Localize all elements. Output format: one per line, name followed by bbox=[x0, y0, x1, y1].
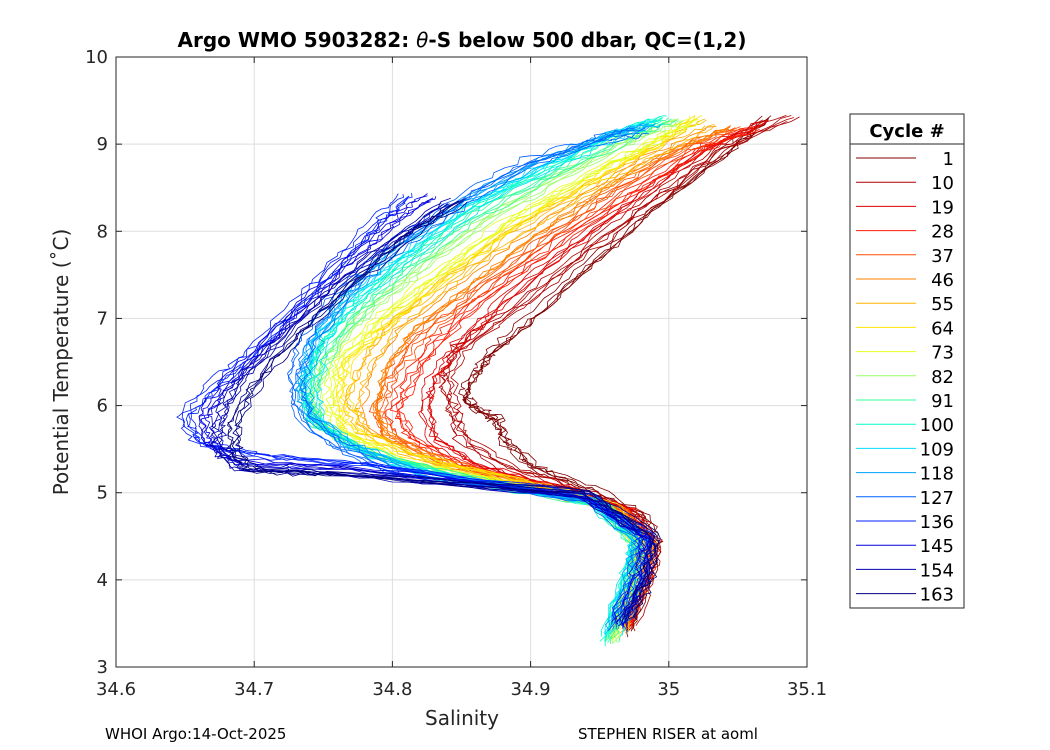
chart-title: Argo WMO 5903282: θ-S below 500 dbar, QC… bbox=[178, 28, 747, 52]
legend-title: Cycle # bbox=[869, 121, 944, 142]
series-line-1 bbox=[462, 119, 769, 632]
x-tick-label: 34.8 bbox=[372, 679, 412, 700]
x-tick-label: 34.7 bbox=[234, 679, 274, 700]
footer-credit: WHOI Argo:14-Oct-2025 bbox=[105, 725, 287, 743]
title-suffix: -S below 500 dbar, QC=(1,2) bbox=[428, 28, 746, 52]
series-line-163 bbox=[226, 200, 654, 619]
series-line-1 bbox=[463, 118, 770, 632]
y-tick-label: 6 bbox=[97, 396, 108, 417]
series-group bbox=[176, 114, 800, 647]
series-line-145 bbox=[203, 197, 653, 627]
y-tick-label: 8 bbox=[97, 221, 108, 242]
legend-label-109: 109 bbox=[920, 439, 954, 460]
title-prefix: Argo WMO 5903282: bbox=[178, 28, 417, 52]
x-axis-label: Salinity bbox=[425, 706, 499, 730]
legend-label-82: 82 bbox=[931, 367, 954, 388]
legend-label-10: 10 bbox=[931, 173, 954, 194]
y-tick-label: 10 bbox=[85, 47, 108, 68]
series-line-127 bbox=[292, 132, 644, 630]
title-theta: θ bbox=[416, 28, 428, 52]
legend-label-28: 28 bbox=[931, 222, 954, 243]
series-line-136 bbox=[190, 192, 654, 625]
legend-label-127: 127 bbox=[920, 488, 954, 509]
series-line-163 bbox=[234, 202, 659, 620]
y-tick-label: 7 bbox=[97, 308, 108, 329]
y-tick-label: 5 bbox=[97, 483, 108, 504]
legend-label-1: 1 bbox=[943, 149, 954, 170]
footer-operator: STEPHEN RISER at aoml bbox=[578, 725, 758, 743]
y-axis-label: Potential Temperature (˚C) bbox=[49, 229, 73, 496]
y-tick-label: 3 bbox=[97, 657, 108, 678]
x-tick-label: 34.6 bbox=[96, 679, 136, 700]
legend-label-154: 154 bbox=[920, 560, 954, 581]
series-line-145 bbox=[200, 198, 651, 628]
legend-label-64: 64 bbox=[931, 318, 954, 339]
legend-label-73: 73 bbox=[931, 343, 954, 364]
legend-label-37: 37 bbox=[931, 246, 954, 267]
legend-label-91: 91 bbox=[931, 391, 954, 412]
legend-label-163: 163 bbox=[920, 585, 954, 606]
legend-box bbox=[849, 113, 965, 609]
x-tick-label: 35.1 bbox=[787, 679, 827, 700]
y-tick-label: 4 bbox=[97, 570, 108, 591]
legend-entries: 1 10 19 28 37 46 55 64 73 82 91 100 109 118 127 136 145 1… bbox=[856, 149, 954, 606]
series-line-145 bbox=[198, 195, 648, 622]
y-tick-label: 9 bbox=[97, 134, 108, 155]
legend-label-118: 118 bbox=[920, 464, 954, 485]
legend-label-46: 46 bbox=[931, 270, 954, 291]
legend-label-19: 19 bbox=[931, 197, 954, 218]
series-163 bbox=[226, 198, 661, 621]
legend-label-145: 145 bbox=[920, 536, 954, 557]
axis-ticks: 34.6 34.7 34.8 34.9 35 35.1 3 4 5 6 7 8 9 10 bbox=[85, 47, 827, 700]
legend-label-55: 55 bbox=[931, 294, 954, 315]
series-line-163 bbox=[231, 200, 657, 621]
series-line-118 bbox=[293, 126, 650, 632]
legend-label-100: 100 bbox=[920, 415, 954, 436]
x-tick-label: 35 bbox=[657, 679, 680, 700]
plot-frame bbox=[115, 56, 808, 668]
series-line-163 bbox=[235, 198, 661, 617]
legend-label-136: 136 bbox=[920, 512, 954, 533]
plot-area bbox=[116, 57, 807, 667]
series-line-136 bbox=[187, 197, 650, 627]
series-line-154 bbox=[217, 203, 656, 628]
series-line-154 bbox=[210, 202, 647, 625]
series-line-127 bbox=[287, 132, 642, 631]
legend: Cycle # 1 10 19 28 37 46 55 64 73 82 91 100 109 118 12… bbox=[849, 113, 965, 609]
x-tick-label: 34.9 bbox=[511, 679, 551, 700]
series-line-1 bbox=[464, 115, 772, 632]
